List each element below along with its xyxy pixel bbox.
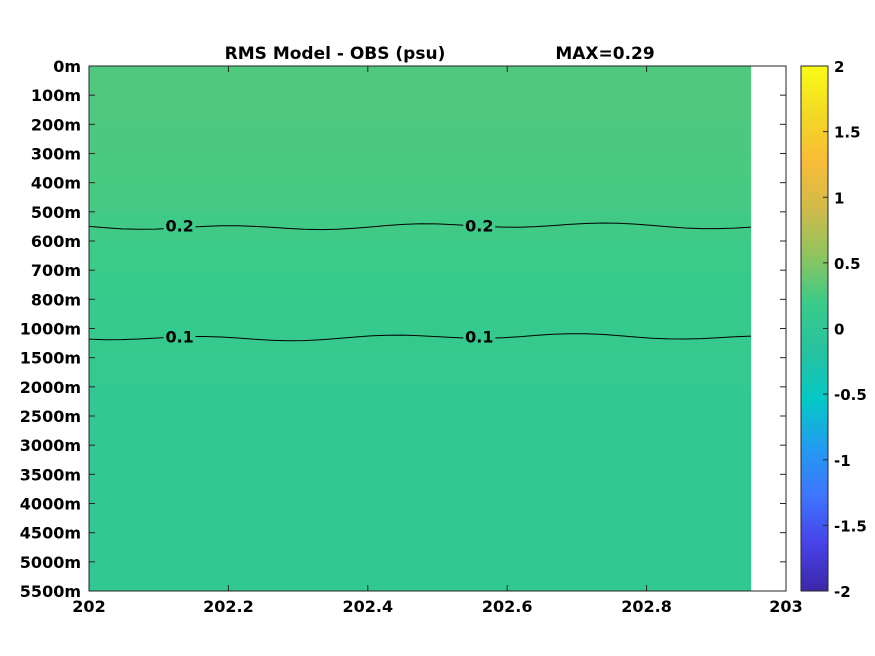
heatmap-cell: [89, 503, 752, 534]
colorbar-tick-label: -1.5: [834, 517, 867, 535]
colorbar-tick-label: 1: [834, 189, 844, 207]
contour-label-background: [163, 216, 196, 235]
heatmap-cell: [89, 474, 752, 504]
y-tick-label: 5000m: [20, 553, 81, 572]
contour-lines: 0.2 0.2 0.1 0.1: [88, 216, 752, 346]
heatmap-cell: [89, 386, 752, 417]
y-tick-label: 2500m: [20, 407, 81, 426]
contour-label: 0.1: [165, 327, 193, 346]
heatmap-cell: [89, 445, 752, 475]
chart-title: RMS Model - OBS (psu): [225, 44, 446, 64]
colorbar: 2 1.5 1 0.5 0 -0.5 -1 -1.5 -2: [800, 58, 867, 601]
x-tick-label: 202: [72, 597, 105, 616]
y-tick-label: 600m: [31, 232, 81, 251]
y-tick-label: 800m: [31, 290, 81, 309]
heatmap-cell: [89, 416, 752, 446]
x-tick-label: 202.8: [621, 597, 672, 616]
x-tick-label: 202.6: [482, 597, 533, 616]
colorbar-tick-label: 0: [834, 321, 844, 339]
heatmap-cell: [89, 124, 752, 154]
contour-label: 0.1: [465, 327, 493, 346]
heatmap-bands: [89, 66, 752, 592]
heatmap-cell: [89, 299, 752, 329]
heatmap-cell: [89, 241, 752, 271]
y-tick-label: 4000m: [20, 495, 81, 514]
y-tick-label: 500m: [31, 203, 81, 222]
x-tick-label: 202.4: [342, 597, 393, 616]
heatmap-cell: [89, 561, 752, 592]
y-tick-label: 700m: [31, 261, 81, 280]
heatmap-cell: [89, 270, 752, 300]
y-tick-label: 100m: [31, 86, 81, 105]
y-axis: 0m 100m 200m 300m 400m 500m 600m 700m 800m 1000m 1…: [20, 57, 786, 601]
plot-area: 0.2 0.2 0.1 0.1 0m 100m 200m 300m 400m 500m 600m 7…: [20, 57, 803, 616]
colorbar-tick-label: 2: [834, 58, 844, 76]
heatmap-cell: [89, 532, 752, 563]
y-tick-label: 2000m: [20, 378, 81, 397]
heatmap-cell: [89, 66, 752, 96]
y-tick-label: 5500m: [20, 582, 81, 601]
heatmap-cell: [89, 95, 752, 125]
contour-label-background: [163, 327, 196, 346]
colorbar-tick-label: -2: [834, 583, 851, 601]
y-tick-label: 4500m: [20, 524, 81, 543]
y-tick-label: 3000m: [20, 436, 81, 455]
colorbar-tick-label: 1.5: [834, 124, 861, 142]
y-tick-label: 400m: [31, 174, 81, 193]
heatmap-cell: [89, 357, 752, 388]
contour-label: 0.2: [165, 216, 193, 235]
max-label: MAX=0.29: [555, 44, 654, 64]
y-tick-label: 0m: [53, 57, 81, 76]
heatmap-cell: [89, 328, 752, 359]
colorbar-ticks: 2 1.5 1 0.5 0 -0.5 -1 -1.5 -2: [823, 58, 867, 601]
heatmap-cell: [89, 153, 752, 184]
x-axis: 202 202.2 202.4 202.6 202.8 203: [72, 66, 803, 616]
contour-label-background: [463, 327, 496, 346]
y-tick-label: 1500m: [20, 349, 81, 368]
colorbar-tick-label: -1: [834, 452, 851, 470]
contour-label: 0.2: [465, 216, 493, 235]
y-tick-label: 1000m: [20, 320, 81, 339]
y-tick-label: 300m: [31, 145, 81, 164]
y-tick-label: 200m: [31, 115, 81, 134]
y-tick-label: 3500m: [20, 465, 81, 484]
heatmap-cell: [89, 182, 752, 213]
x-tick-label: 203: [769, 597, 802, 616]
x-tick-label: 202.2: [203, 597, 254, 616]
contour-label-background: [463, 216, 496, 235]
contour-line: [88, 333, 752, 342]
colorbar-tick-label: 0.5: [834, 255, 861, 273]
contour-line: [88, 222, 752, 231]
colorbar-tick-label: -0.5: [834, 386, 867, 404]
